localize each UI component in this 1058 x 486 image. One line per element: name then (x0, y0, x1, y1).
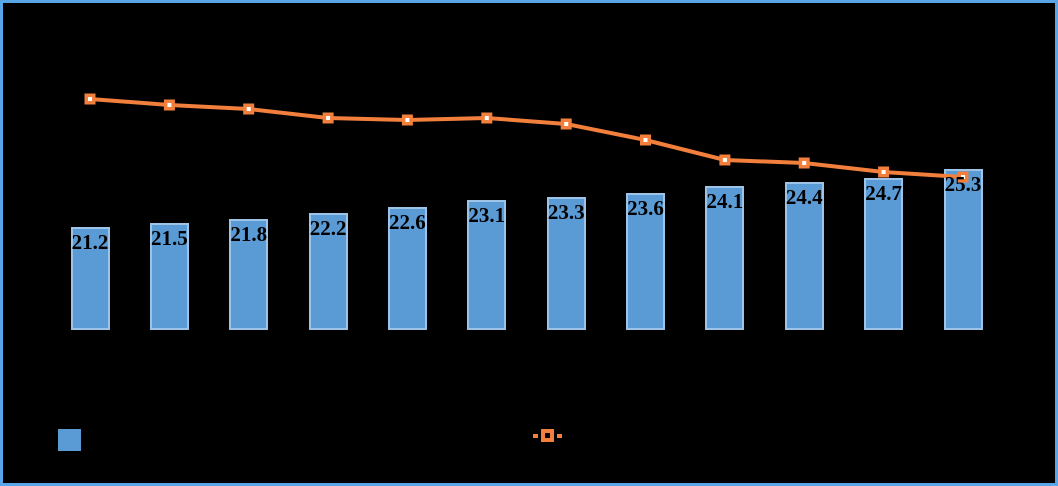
bar-value-label-8: 23.6 (627, 196, 664, 220)
bar-6 (467, 200, 507, 330)
bar-value-label-2: 21.5 (151, 226, 188, 250)
legend-line-dash-left-icon (533, 433, 538, 438)
bar-5 (387, 207, 427, 330)
bar-2 (149, 223, 189, 330)
bar-value-label-5: 22.6 (389, 210, 426, 234)
legend-line-dash-right-icon (557, 433, 562, 438)
bar-7 (546, 197, 586, 330)
legend-bar-series-swatch (58, 429, 81, 451)
bar-value-label-7: 23.3 (547, 200, 585, 224)
line-marker-core-10 (802, 161, 807, 165)
line-marker-core-2 (167, 103, 172, 107)
bar-10 (784, 182, 824, 330)
line-marker-core-12 (961, 175, 965, 179)
bar-value-label-9: 24.1 (706, 189, 744, 213)
bar-value-label-1: 21.2 (71, 230, 109, 254)
line-marker-core-1 (88, 97, 92, 101)
bar-1 (70, 227, 110, 330)
line-marker-core-4 (326, 116, 331, 120)
legend-line-marker-core (545, 433, 550, 438)
bar-12 (943, 169, 983, 330)
bar-value-label-11: 24.7 (865, 181, 902, 205)
bar-value-label-3: 21.8 (230, 222, 268, 246)
line-marker-core-7 (564, 122, 569, 126)
legend-line-series-key (533, 429, 562, 442)
bar-8 (626, 193, 665, 330)
line-path (89, 97, 964, 179)
line-marker-core-6 (484, 116, 489, 120)
line-marker-core-11 (881, 170, 886, 174)
bar-value-label-10: 24.4 (785, 185, 823, 209)
line-marker-core-8 (643, 138, 648, 142)
bar-9 (705, 186, 745, 330)
bar-value-label-6: 23.1 (468, 203, 506, 227)
line-marker-core-3 (246, 107, 251, 111)
bar-4 (308, 213, 348, 330)
bar-value-label-4: 22.2 (309, 216, 347, 240)
bar-3 (229, 219, 269, 330)
bar-value-label-12: 25.3 (944, 172, 982, 196)
bar-11 (864, 178, 904, 330)
line-marker-core-9 (722, 158, 727, 162)
line-marker-core-5 (405, 118, 410, 122)
legend-line-marker-icon (541, 429, 554, 442)
